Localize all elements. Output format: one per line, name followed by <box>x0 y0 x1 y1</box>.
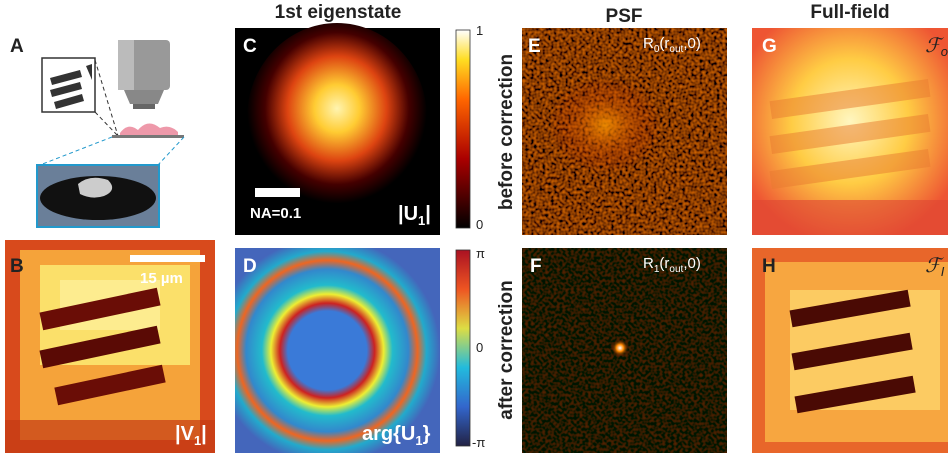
eigenstate-amplitude <box>247 23 427 213</box>
image-label: |U1| <box>398 203 431 228</box>
image-label: R0(rout,0) <box>643 35 701 55</box>
image-panel-h: ℱI <box>752 248 948 453</box>
panel-letter: A <box>10 36 24 57</box>
column-title: Full-field <box>810 2 889 23</box>
label-part: ℱ <box>925 255 944 277</box>
image-label: arg{U1} <box>362 423 431 448</box>
panel-letter: E <box>528 36 541 57</box>
image-panel-b <box>5 240 215 453</box>
image-label: R1(rout,0) <box>643 255 701 275</box>
label-part: ,0) <box>683 35 701 52</box>
label-part: (r <box>659 35 669 52</box>
label-subscript: 0 <box>654 44 660 55</box>
colorbar-tick-label: -π <box>472 435 485 450</box>
colorbar <box>455 249 471 447</box>
image-panel-d <box>235 248 440 453</box>
label-part: |V <box>175 423 195 445</box>
psf-before <box>542 65 682 185</box>
row-label: before correction <box>496 54 517 210</box>
row-label: after correction <box>496 280 517 419</box>
panel-letter: C <box>243 36 257 57</box>
na-label: NA=0.1 <box>250 205 301 222</box>
label-subscript: 1 <box>415 433 422 448</box>
image-label: ℱI <box>925 255 945 279</box>
label-subscript: out <box>669 44 683 55</box>
psf-after <box>611 339 629 357</box>
image-label: |V1| <box>175 423 207 448</box>
scalebar <box>130 255 205 262</box>
label-subscript: o <box>941 44 948 59</box>
colorbar-tick-label: 0 <box>476 217 483 232</box>
colorbar-tick-label: 0 <box>476 340 483 355</box>
label-subscript: I <box>941 264 945 279</box>
colorbar-tick-label: π <box>476 246 485 261</box>
label-subscript: out <box>669 264 683 275</box>
colorbar <box>455 29 471 229</box>
column-title: 1st eigenstate <box>275 2 402 23</box>
scalebar <box>255 188 300 197</box>
label-part: |U <box>398 203 418 225</box>
panel-letter: H <box>762 256 776 277</box>
column-title: PSF <box>606 6 643 27</box>
image-label: ℱo <box>925 35 948 59</box>
sample-schematic <box>36 40 185 228</box>
label-part: R <box>643 255 654 272</box>
label-part: ,0) <box>683 255 701 272</box>
image-panel-g: ℱo <box>752 28 948 235</box>
panel-letter: B <box>10 256 24 277</box>
panel-letter: D <box>243 256 257 277</box>
label-subscript: 1 <box>654 264 660 275</box>
label-part: ℱ <box>925 35 944 57</box>
label-part: R <box>643 35 654 52</box>
label-part: } <box>423 423 431 445</box>
label-part: (r <box>659 255 669 272</box>
panel-letter: G <box>762 36 777 57</box>
colorbar-tick-label: 1 <box>476 23 483 38</box>
scalebar-label: 15 µm <box>140 270 183 287</box>
label-subscript: 1 <box>418 213 425 228</box>
label-part: arg{U <box>362 423 415 445</box>
label-part: | <box>201 423 207 445</box>
label-part: | <box>425 203 431 225</box>
label-subscript: 1 <box>194 433 201 448</box>
panel-letter: F <box>530 256 542 277</box>
